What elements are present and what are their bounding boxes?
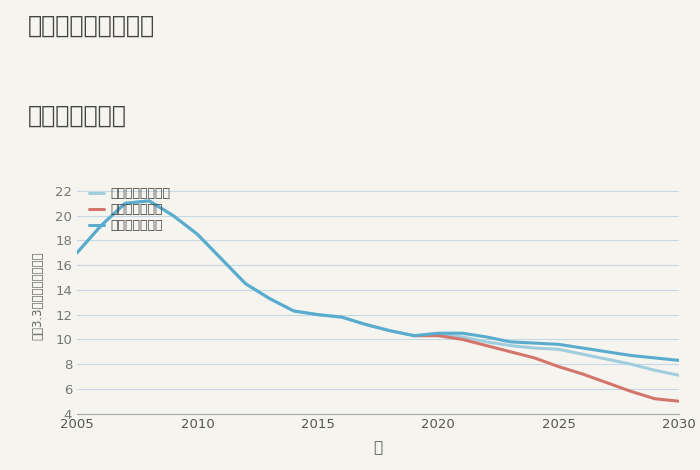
X-axis label: 年: 年 [373,440,383,455]
Line: ノーマルシナリオ: ノーマルシナリオ [77,201,679,375]
グッドシナリオ [434,330,442,336]
グッドシナリオ [217,256,225,262]
グッドシナリオ [193,231,202,237]
ノーマルシナリオ [314,312,322,317]
ノーマルシナリオ [626,361,635,367]
ノーマルシナリオ [578,352,587,357]
バッドシナリオ [434,333,442,338]
バッドシナリオ [531,355,539,361]
バッドシナリオ [482,343,491,348]
グッドシナリオ [506,339,514,345]
ノーマルシナリオ [121,201,130,206]
ノーマルシナリオ [506,343,514,348]
Text: 岐阜県関市関ノ上の: 岐阜県関市関ノ上の [28,14,155,38]
ノーマルシナリオ [458,334,466,340]
ノーマルシナリオ [73,250,81,256]
グッドシナリオ [482,334,491,340]
ノーマルシナリオ [675,372,683,378]
バッドシナリオ [675,399,683,404]
ノーマルシナリオ [362,322,370,328]
ノーマルシナリオ [217,256,225,262]
Text: 土地の価格推移: 土地の価格推移 [28,103,127,127]
グッドシナリオ [603,349,611,354]
グッドシナリオ [362,322,370,328]
ノーマルシナリオ [193,231,202,237]
グッドシナリオ [386,328,394,334]
グッドシナリオ [121,201,130,206]
グッドシナリオ [626,352,635,358]
グッドシナリオ [145,198,153,204]
ノーマルシナリオ [386,328,394,334]
グッドシナリオ [410,333,419,338]
グッドシナリオ [241,281,250,287]
Line: バッドシナリオ: バッドシナリオ [414,336,679,401]
グッドシナリオ [169,213,178,219]
バッドシナリオ [626,389,635,394]
バッドシナリオ [458,337,466,342]
グッドシナリオ [578,345,587,351]
ノーマルシナリオ [434,332,442,337]
グッドシナリオ [290,308,298,314]
バッドシナリオ [506,349,514,354]
グッドシナリオ [458,330,466,336]
ノーマルシナリオ [554,346,563,352]
ノーマルシナリオ [290,308,298,314]
ノーマルシナリオ [265,296,274,301]
グッドシナリオ [314,312,322,317]
Legend: ノーマルシナリオ, バッドシナリオ, グッドシナリオ: ノーマルシナリオ, バッドシナリオ, グッドシナリオ [90,187,171,233]
グッドシナリオ [651,355,659,361]
ノーマルシナリオ [651,368,659,373]
バッドシナリオ [603,380,611,385]
ノーマルシナリオ [410,333,419,338]
ノーマルシナリオ [603,356,611,362]
ノーマルシナリオ [337,314,346,320]
Y-axis label: 坪（3.3㎡）単価（万円）: 坪（3.3㎡）単価（万円） [31,252,44,340]
グッドシナリオ [73,250,81,256]
バッドシナリオ [410,333,419,338]
グッドシナリオ [554,342,563,347]
ノーマルシナリオ [241,281,250,287]
Line: グッドシナリオ: グッドシナリオ [77,201,679,360]
ノーマルシナリオ [145,198,153,204]
バッドシナリオ [578,371,587,377]
ノーマルシナリオ [97,223,105,228]
グッドシナリオ [675,358,683,363]
グッドシナリオ [531,340,539,346]
グッドシナリオ [337,314,346,320]
ノーマルシナリオ [482,339,491,345]
グッドシナリオ [265,296,274,301]
グッドシナリオ [97,223,105,228]
バッドシナリオ [554,364,563,369]
バッドシナリオ [651,396,659,401]
ノーマルシナリオ [169,213,178,219]
ノーマルシナリオ [531,345,539,351]
